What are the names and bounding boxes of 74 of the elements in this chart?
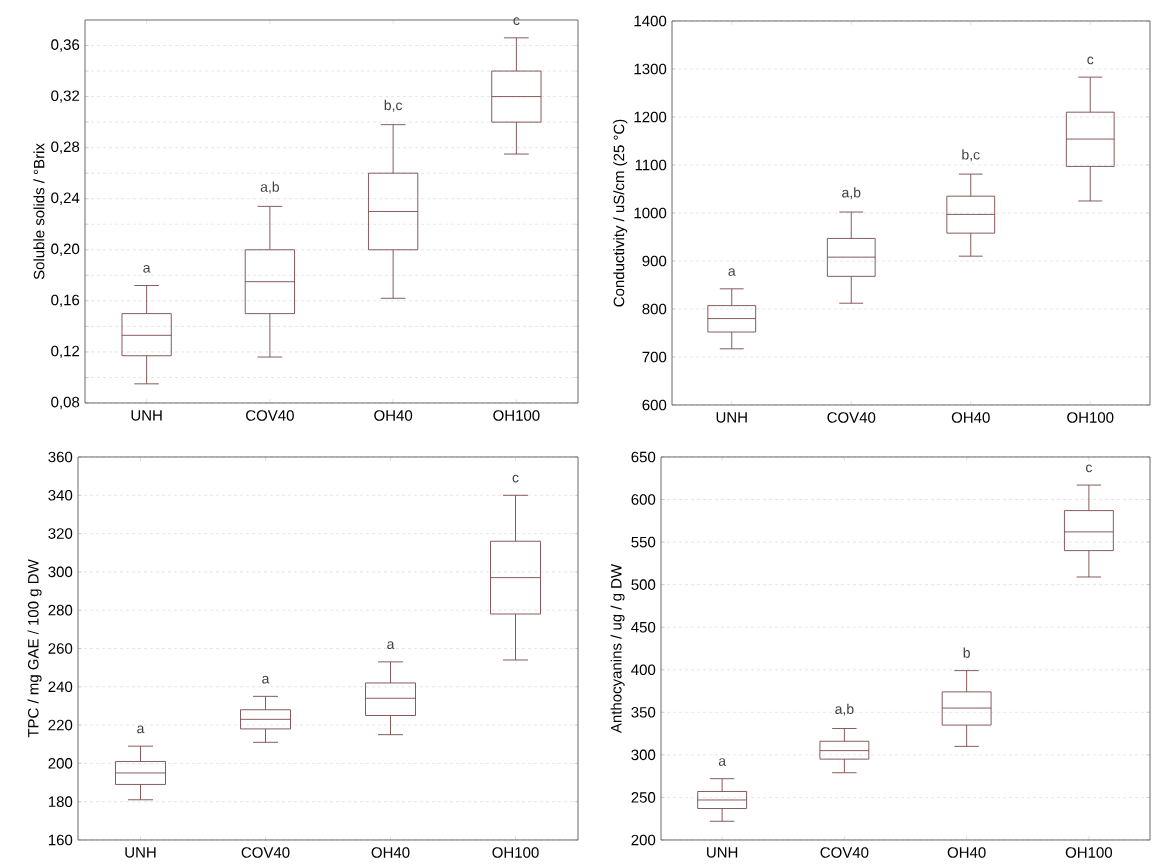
annotation: a,b: [835, 703, 854, 716]
annotation: a: [143, 264, 151, 273]
y-tick-label: 280: [48, 604, 73, 616]
y-tick-label: 0,12: [51, 345, 80, 359]
x-tick-label: OH40: [371, 847, 410, 858]
y-tick-label: 400: [631, 664, 656, 676]
x-tick-label: COV40: [246, 410, 294, 421]
x-tick-label: OH100: [493, 410, 540, 421]
x-tick-label: UNH: [716, 412, 747, 423]
y-tick-label: 0,32: [51, 90, 80, 103]
x-tick-label: UNH: [125, 847, 156, 858]
y-tick-label: 800: [642, 303, 667, 315]
y-tick-label: 220: [48, 719, 73, 731]
y-tick-label: 260: [48, 643, 73, 654]
annotation: a: [718, 758, 727, 766]
x-tick-label: COV40: [241, 847, 290, 858]
annotation: a: [728, 268, 736, 276]
x-tick-label: OH100: [492, 847, 539, 858]
annotation: c: [513, 17, 520, 25]
annotation: c: [512, 474, 519, 483]
y-tick-label: 360: [48, 451, 73, 463]
y-tick-label: 350: [631, 707, 656, 718]
y-tick-label: 1100: [635, 159, 667, 171]
annotation: c: [1087, 56, 1094, 65]
y-tick-label: 180: [48, 796, 73, 807]
annotation: a: [262, 675, 270, 684]
y-tick-label: 1400: [634, 15, 667, 27]
y-tick-label: 450: [631, 621, 656, 633]
y-tick-label: 0,16: [51, 294, 80, 308]
y-tick-label: 700: [642, 351, 667, 363]
annotation: a,b: [842, 187, 861, 200]
y-tick-label: 300: [631, 749, 656, 761]
x-tick-label: OH40: [374, 410, 413, 421]
y-tick-label: 1200: [634, 111, 667, 123]
x-tick-label: COV40: [820, 847, 869, 858]
annotation: a,b: [260, 181, 280, 194]
y-tick-label: 600: [631, 494, 656, 505]
x-tick-label: COV40: [827, 412, 876, 423]
y-tick-label: 0,28: [51, 141, 80, 154]
y-axis-title: Soluble solids / °Brix: [33, 143, 45, 280]
y-tick-label: 320: [48, 528, 73, 539]
x-tick-label: UNH: [131, 410, 162, 421]
y-tick-label: 500: [631, 579, 656, 590]
y-tick-label: 1000: [634, 207, 667, 219]
annotation: b,c: [384, 99, 403, 112]
y-tick-label: 340: [48, 489, 73, 501]
y-tick-label: 0,08: [51, 396, 80, 410]
y-tick-label: 1300: [634, 63, 667, 75]
annotation: a: [137, 725, 145, 734]
y-tick-label: 0,20: [51, 243, 80, 256]
x-tick-label: OH40: [947, 847, 986, 858]
y-tick-label: 160: [48, 834, 73, 846]
y-tick-label: 0,24: [51, 192, 80, 205]
y-tick-label: 650: [631, 451, 656, 463]
y-tick-label: 300: [48, 566, 73, 578]
y-tick-label: 550: [631, 536, 656, 548]
y-axis-title: Anthocyanins / ug / g DW: [610, 563, 625, 734]
y-tick-label: 600: [642, 399, 667, 411]
x-tick-label: UNH: [707, 847, 738, 858]
x-tick-label: OH100: [1067, 412, 1114, 423]
x-tick-label: OH40: [951, 412, 990, 423]
x-tick-label: OH100: [1065, 847, 1113, 858]
y-tick-label: 250: [631, 792, 656, 803]
y-tick-label: 0,36: [51, 39, 80, 52]
y-axis-title: Conductivity / uS/cm (25 °C): [613, 119, 628, 307]
annotation: b,c: [962, 149, 980, 162]
y-axis-title: TPC / mg GAE / 100 g DW: [27, 559, 42, 738]
annotation: b: [963, 647, 970, 658]
y-tick-label: 900: [642, 255, 667, 267]
y-tick-label: 200: [48, 758, 73, 769]
y-tick-label: 200: [631, 834, 656, 846]
y-tick-label: 240: [48, 681, 73, 693]
annotation: c: [1085, 464, 1093, 473]
annotation: a: [387, 641, 395, 650]
